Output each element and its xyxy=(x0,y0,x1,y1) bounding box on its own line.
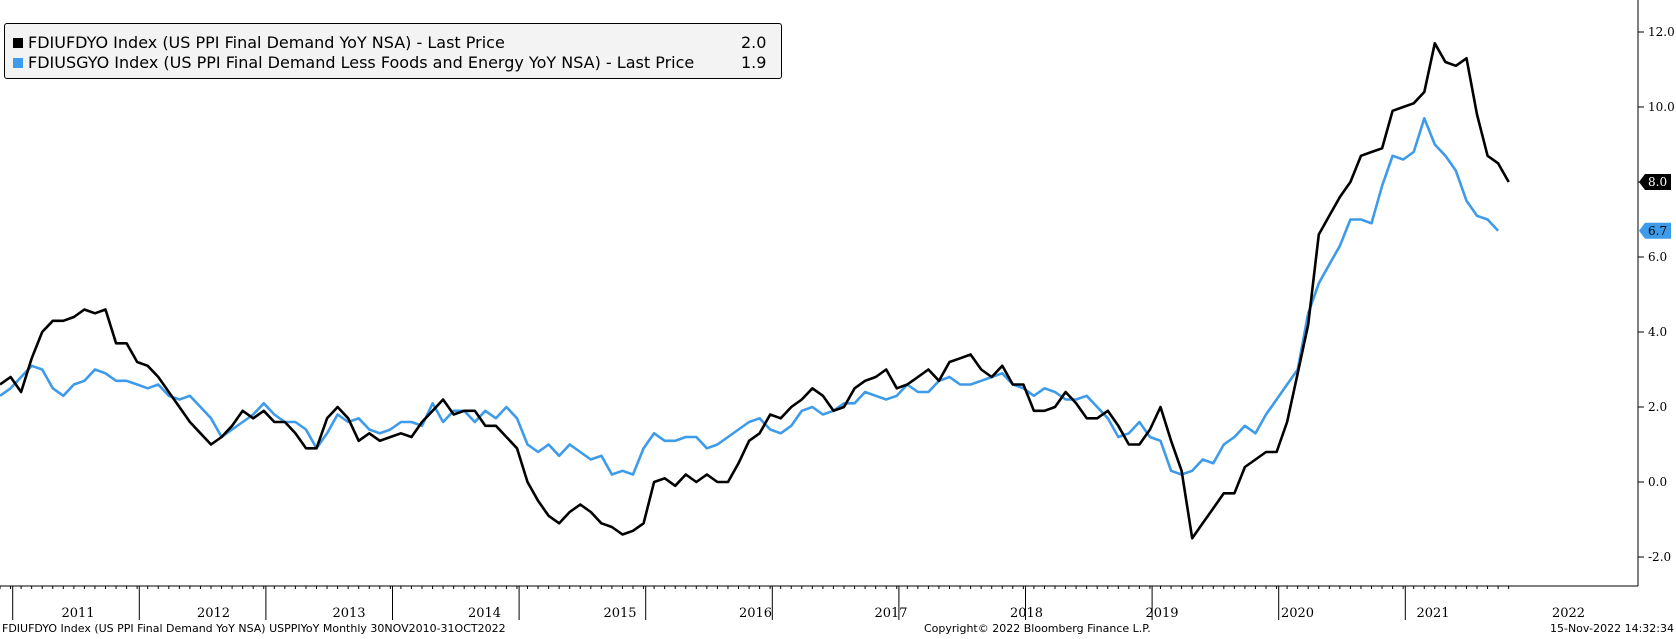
legend-series1-label: FDIUFDYO Index (US PPI Final Demand YoY … xyxy=(28,33,505,52)
legend-entry-series2: FDIUSGYO Index (US PPI Final Demand Less… xyxy=(13,53,766,73)
x-year-label: 2018 xyxy=(1010,606,1043,621)
x-year-label: 2021 xyxy=(1416,606,1449,621)
last-value-badge: 6.7 xyxy=(1639,222,1671,239)
y-tick-label: -2.0 xyxy=(1648,550,1671,564)
last-value-badge: 8.0 xyxy=(1639,174,1671,190)
series-line-ppi-final-demand xyxy=(0,41,1510,540)
x-year-label: 2013 xyxy=(332,606,365,621)
x-year-label: 2016 xyxy=(739,606,772,621)
x-year-label: 2022 xyxy=(1552,606,1585,621)
x-year-label: 2011 xyxy=(61,606,94,621)
y-tick-label: 2.0 xyxy=(1648,400,1667,414)
badge-shape xyxy=(1639,174,1671,190)
series-line-ppi-core xyxy=(0,117,1500,476)
footer-source: FDIUFDYO Index (US PPI Final Demand YoY … xyxy=(2,622,506,635)
footer-copyright: Copyright© 2022 Bloomberg Finance L.P. xyxy=(924,622,1151,635)
footer-timestamp: 15-Nov-2022 14:32:34 xyxy=(1549,622,1674,635)
series2-swatch xyxy=(13,57,23,68)
y-tick-label: 0.0 xyxy=(1648,475,1667,489)
y-tick-label: 4.0 xyxy=(1648,325,1667,339)
y-tick-label: 10.0 xyxy=(1648,100,1675,114)
series1-swatch xyxy=(13,37,23,48)
chart-legend: FDIUFDYO Index (US PPI Final Demand YoY … xyxy=(4,23,782,79)
x-year-label: 2017 xyxy=(874,606,907,621)
x-year-label: 2019 xyxy=(1145,606,1178,621)
x-year-label: 2014 xyxy=(468,606,501,621)
legend-series2-value: 1.9 xyxy=(741,53,767,72)
y-tick-label: 12.0 xyxy=(1648,25,1675,39)
x-year-label: 2015 xyxy=(603,606,636,621)
badge-label: 6.7 xyxy=(1648,224,1667,238)
y-tick-label: 6.0 xyxy=(1648,250,1667,264)
legend-series1-value: 2.0 xyxy=(741,33,767,52)
legend-entry-series1: FDIUFDYO Index (US PPI Final Demand YoY … xyxy=(13,33,766,53)
legend-series2-label: FDIUSGYO Index (US PPI Final Demand Less… xyxy=(28,53,695,72)
badge-label: 8.0 xyxy=(1648,175,1667,189)
x-year-label: 2012 xyxy=(197,606,230,621)
badge-shape xyxy=(1639,222,1671,239)
x-year-label: 2020 xyxy=(1281,606,1314,621)
